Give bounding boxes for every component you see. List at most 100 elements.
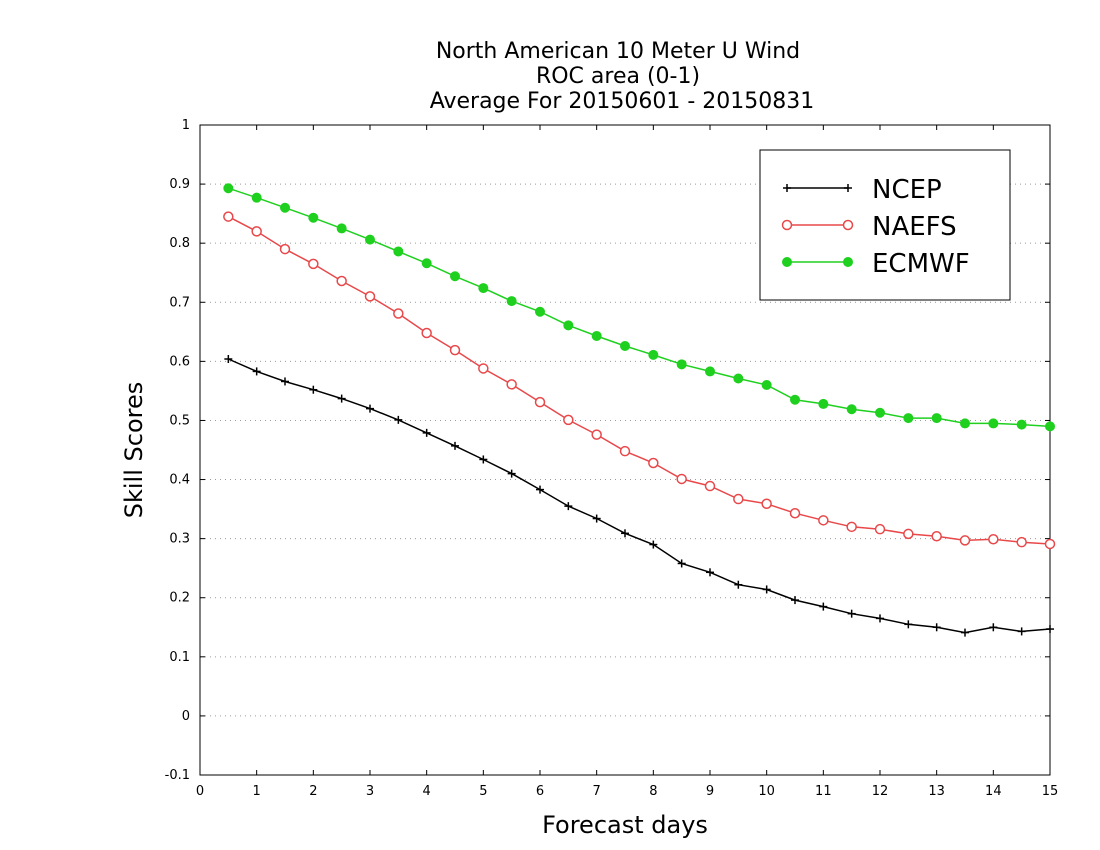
legend-marker (783, 184, 791, 192)
x-tick-label: 4 (423, 784, 431, 799)
y-tick-label: 0.5 (169, 413, 190, 428)
legend-item-ncep: NCEP (783, 175, 942, 205)
data-point-ecmwf (846, 404, 857, 415)
y-axis-label: Skill Scores (120, 382, 148, 519)
data-point-ncep (791, 596, 799, 605)
data-point-ncep (706, 568, 714, 577)
data-point-naefs (449, 344, 461, 356)
data-point-ecmwf (705, 366, 715, 377)
data-point-ecmwf (761, 380, 772, 390)
series-naefs (223, 211, 1056, 550)
data-point-ecmwf (365, 234, 375, 245)
data-point-ecmwf (478, 283, 489, 294)
data-point-ecmwf (450, 271, 460, 282)
legend: NCEP NAEFS ECMWF (759, 149, 1011, 301)
series-group (223, 183, 1056, 637)
series-ecmwf (223, 183, 1055, 432)
y-tick-label: 0.7 (169, 295, 190, 310)
data-point-naefs (534, 396, 546, 408)
x-tick-label: 1 (253, 784, 261, 799)
data-point-ecmwf (251, 192, 262, 203)
data-point-ecmwf (393, 246, 404, 257)
legend-marker (843, 257, 853, 267)
data-point-ecmwf (535, 306, 545, 317)
data-point-ncep (932, 623, 941, 632)
data-point-ncep (394, 415, 403, 424)
data-point-naefs (1044, 538, 1056, 550)
data-point-ecmwf (620, 341, 630, 351)
x-tick-label: 3 (366, 784, 374, 799)
data-point-naefs (308, 258, 319, 270)
series-ncep (224, 355, 1054, 637)
data-point-ncep (677, 559, 686, 568)
y-tick-label: 0.3 (169, 532, 190, 547)
data-point-ncep (1017, 627, 1026, 636)
legend-label: NCEP (872, 175, 942, 205)
data-point-ecmwf (960, 418, 970, 429)
x-tick-label: 9 (706, 784, 714, 799)
legend-marker (782, 257, 792, 267)
y-tick-label: 0.8 (169, 236, 190, 251)
gridlines (200, 183, 1050, 717)
data-point-ecmwf (818, 398, 829, 409)
data-point-naefs (874, 523, 886, 535)
data-point-naefs (393, 308, 404, 319)
data-point-naefs (959, 535, 971, 546)
data-point-naefs (648, 457, 659, 469)
y-tick-label: -0.1 (165, 768, 190, 783)
data-point-ecmwf (733, 373, 744, 384)
legend-item-ecmwf: ECMWF (782, 249, 970, 279)
x-tick-label: 8 (649, 784, 657, 799)
y-tick-label: 0.1 (169, 650, 190, 665)
x-tick-label: 2 (309, 784, 317, 799)
y-tick-label: 0 (182, 709, 190, 724)
data-point-ecmwf (931, 413, 942, 424)
legend-marker (842, 219, 854, 231)
data-point-ecmwf (280, 202, 290, 213)
x-tick-label: 13 (928, 784, 945, 799)
data-point-ncep (366, 404, 374, 413)
data-point-ecmwf (1016, 419, 1027, 430)
data-point-naefs (1016, 536, 1027, 548)
data-point-ecmwf (336, 223, 347, 234)
data-point-ncep (422, 428, 431, 437)
data-point-ecmwf (563, 320, 574, 331)
data-point-ecmwf (648, 349, 659, 360)
data-point-ncep (621, 529, 629, 538)
data-point-naefs (931, 531, 942, 542)
x-tick-label: 10 (758, 784, 775, 799)
legend-marker (844, 184, 852, 192)
data-point-naefs (988, 533, 999, 545)
y-tick-label: 0.6 (169, 354, 190, 369)
data-point-naefs (789, 507, 801, 519)
data-point-ncep (734, 580, 743, 589)
data-point-ncep (451, 441, 459, 450)
data-point-naefs (903, 528, 914, 540)
x-tick-label: 15 (1042, 784, 1059, 799)
x-tick-label: 14 (985, 784, 1002, 799)
data-point-ecmwf (421, 258, 432, 269)
data-point-ncep (507, 469, 516, 478)
data-point-ncep (337, 394, 346, 403)
data-point-ecmwf (790, 394, 800, 405)
data-point-ncep (479, 455, 488, 464)
y-tick-label: 1 (182, 118, 190, 133)
data-point-naefs (733, 493, 744, 505)
x-tick-label: 12 (872, 784, 889, 799)
chart-title-line-3: Average For 20150601 - 20150831 (430, 89, 815, 114)
chart-title-line-2: ROC area (0-1) (536, 64, 700, 89)
data-point-ncep (309, 385, 318, 394)
plot-frame (199, 124, 1051, 776)
data-point-ncep (762, 585, 771, 594)
data-point-ncep (252, 367, 261, 376)
data-point-ecmwf (1045, 421, 1055, 432)
data-point-naefs (704, 480, 716, 492)
data-point-ecmwf (988, 418, 999, 429)
legend-box (759, 149, 1011, 301)
legend-label: NAEFS (872, 212, 957, 242)
x-tick-label: 6 (536, 784, 544, 799)
data-point-ncep (1046, 625, 1054, 634)
data-point-ncep (819, 602, 828, 611)
data-point-ncep (536, 485, 544, 494)
